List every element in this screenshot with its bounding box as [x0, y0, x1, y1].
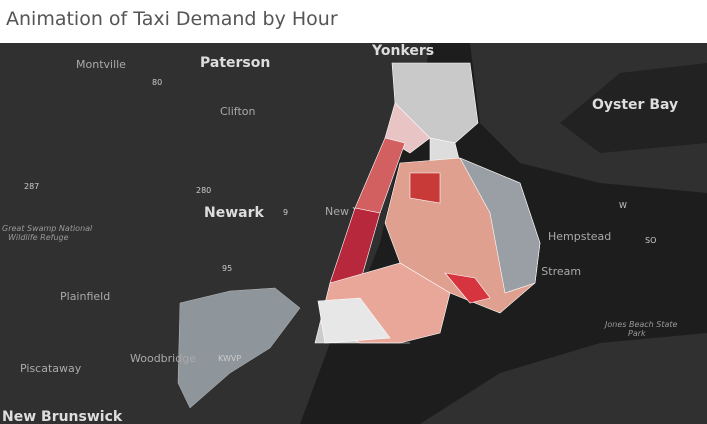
- road-shield: W: [619, 201, 627, 210]
- zone: [444, 272, 491, 304]
- place-label: Newark: [204, 205, 264, 221]
- zone: [384, 102, 431, 154]
- zone: [409, 172, 441, 204]
- road-shield: 80: [152, 78, 162, 87]
- place-label: Park: [628, 329, 646, 338]
- zone: [177, 287, 301, 409]
- place-label: Woodbridge: [130, 352, 196, 365]
- place-label: Paterson: [200, 55, 270, 71]
- zone: [459, 157, 541, 294]
- place-label: Oyster Bay: [592, 97, 678, 113]
- place-label: Clifton: [220, 105, 256, 118]
- road-shield: 280: [196, 186, 211, 195]
- place-label: Jones Beach State: [603, 320, 678, 329]
- place-label: Plainfield: [60, 290, 110, 303]
- water: [560, 63, 707, 153]
- map: New York Valley Stream Yonkers Paterson …: [0, 43, 707, 424]
- road-shield: 287: [24, 182, 39, 191]
- road-shield: 95: [222, 264, 232, 273]
- road-shield: SO: [645, 236, 656, 245]
- place-label: Piscataway: [20, 362, 82, 375]
- road-shield: KWVP: [218, 354, 241, 363]
- zone: [317, 297, 391, 344]
- place-label: Hempstead: [548, 230, 611, 243]
- place-label: Wildlife Refuge: [8, 233, 69, 242]
- road-shield: 9: [283, 208, 288, 217]
- map-title: Animation of Taxi Demand by Hour: [6, 8, 338, 30]
- place-label: Yonkers: [371, 43, 434, 59]
- place-label: Montville: [76, 58, 126, 71]
- place-label: New Brunswick: [2, 409, 123, 424]
- place-label: Great Swamp National: [2, 224, 93, 233]
